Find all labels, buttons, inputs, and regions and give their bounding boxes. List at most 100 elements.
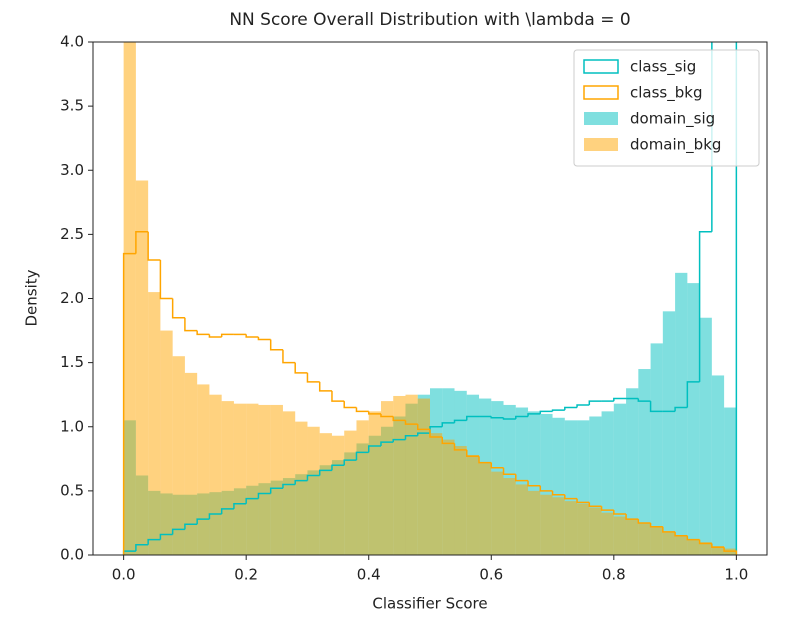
histogram-step [245, 334, 259, 338]
histogram-bar [417, 398, 430, 555]
histogram-step [453, 443, 467, 451]
histogram-step [269, 487, 283, 494]
histogram-step [662, 526, 676, 533]
y-axis-label: Density [23, 269, 41, 326]
histogram-bar [662, 531, 676, 555]
histogram-step [196, 518, 210, 525]
histogram-step [355, 407, 369, 413]
histogram-step [171, 528, 185, 535]
x-tick-label: 0.2 [234, 566, 258, 584]
legend-frame [573, 49, 760, 167]
histogram-step [159, 533, 173, 540]
histogram-bar [626, 388, 639, 555]
histogram-step [723, 547, 738, 555]
plot-area [122, 42, 738, 555]
histogram-bar [430, 433, 443, 555]
histogram-bar [135, 180, 149, 555]
histogram-step [600, 506, 614, 511]
y-tick-label: 4.0 [60, 33, 84, 51]
histogram-step [588, 502, 602, 508]
histogram-step [478, 456, 492, 464]
y-tick-label: 2.5 [60, 225, 84, 243]
histogram-bar [699, 317, 712, 555]
histogram-bar [123, 42, 136, 555]
histogram-step [649, 401, 663, 413]
histogram-step [159, 260, 173, 300]
histogram-bar [258, 404, 271, 555]
legend-swatch [583, 85, 619, 100]
histogram-step [576, 498, 590, 504]
histogram-step [380, 413, 394, 418]
histogram-step [502, 417, 516, 420]
histogram-bar [638, 522, 651, 555]
legend-label: class_bkg [630, 84, 702, 103]
histogram-step [355, 451, 369, 461]
histogram-step [698, 539, 712, 545]
histogram-bar [552, 497, 565, 555]
histogram-step [539, 485, 553, 492]
histogram-step [613, 510, 627, 515]
histogram-step [539, 410, 553, 414]
histogram-bar [466, 454, 480, 555]
histogram-step [404, 420, 418, 425]
histogram-step [429, 429, 443, 438]
histogram-bar [638, 369, 651, 555]
histogram-step [551, 490, 565, 496]
histogram-step [257, 492, 271, 499]
histogram-step [282, 349, 296, 364]
legend-swatch [584, 138, 618, 151]
x-tick-label: 0.6 [479, 566, 503, 584]
histogram-step [135, 231, 149, 254]
histogram-bar [197, 384, 210, 555]
histogram-bar [699, 542, 712, 555]
histogram-step [294, 479, 308, 485]
histogram-step [147, 538, 161, 545]
histogram-bar [589, 507, 602, 555]
histogram-step [318, 381, 332, 392]
histogram-step [331, 390, 345, 402]
y-tick-label: 0.0 [60, 546, 84, 564]
histogram-step [649, 522, 663, 528]
histogram-bar [356, 420, 369, 555]
histogram-step [515, 415, 529, 420]
histogram-bar [233, 403, 247, 555]
histogram-step [551, 409, 565, 412]
histogram-bar [491, 471, 504, 555]
histogram-step [515, 474, 529, 482]
histogram-bar [687, 283, 700, 555]
histogram-bar [662, 311, 676, 555]
y-tick-label: 3.0 [60, 161, 84, 179]
histogram-bar [675, 272, 688, 555]
histogram-step [306, 474, 320, 481]
histogram-bar [209, 394, 222, 555]
histogram-step [453, 419, 467, 423]
histogram-step [441, 422, 455, 427]
chart-title: NN Score Overall Distribution with \lamb… [229, 10, 630, 30]
histogram-step [220, 333, 234, 337]
histogram-step [380, 441, 394, 446]
histogram-step [416, 432, 430, 436]
histogram-step [257, 336, 271, 341]
histogram-step [135, 543, 149, 552]
histogram-bar [331, 435, 345, 555]
x-tick-label: 0.4 [357, 566, 381, 584]
histogram-bar [319, 433, 332, 555]
histogram-bar [528, 490, 541, 555]
histogram-step [306, 372, 320, 383]
histogram-step [416, 424, 430, 431]
histogram-bar [515, 484, 529, 555]
histogram-bar [148, 292, 161, 555]
histogram-bar [307, 426, 320, 555]
histogram-step [564, 494, 578, 500]
histogram-step [613, 397, 627, 402]
histogram-bar [380, 401, 394, 555]
histogram-step [637, 519, 651, 524]
histogram-bar [564, 501, 578, 555]
histogram-step [527, 413, 541, 417]
y-tick-label: 2.0 [60, 289, 84, 307]
histogram-step [564, 406, 578, 411]
histogram-step [404, 434, 418, 440]
x-axis-label: Classifier Score [372, 595, 487, 613]
x-tick-label: 1.0 [724, 566, 748, 584]
